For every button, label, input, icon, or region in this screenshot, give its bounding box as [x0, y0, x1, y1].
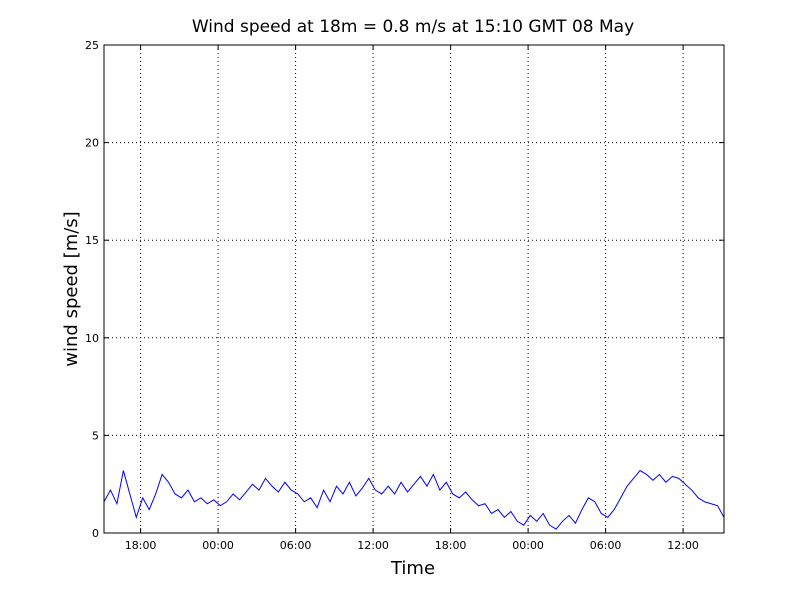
series-layer: [103, 469, 725, 530]
x-tick-label: 00:00: [202, 539, 234, 552]
y-tick-label: 5: [92, 429, 99, 442]
y-tick-label: 10: [85, 332, 99, 345]
y-axis-label: wind speed [m/s]: [61, 211, 82, 366]
x-tick-label: 18:00: [435, 539, 467, 552]
x-tick-label: 12:00: [667, 539, 699, 552]
chart-title: Wind speed at 18m = 0.8 m/s at 15:10 GMT…: [192, 17, 634, 37]
x-tick-label: 12:00: [357, 539, 389, 552]
x-axis-label: Time: [390, 558, 435, 579]
x-axis: 18:00 00:00 06:00 12:00 18:00 00:00 06:00 12:00: [125, 45, 699, 552]
y-axis: 0 5 10 15 20 25: [85, 39, 724, 540]
y-tick-label: 15: [85, 234, 99, 247]
x-tick-label: 18:00: [125, 539, 157, 552]
grid: [104, 45, 724, 533]
y-tick-label: 20: [85, 137, 99, 150]
x-tick-label: 00:00: [512, 539, 544, 552]
x-tick-label: 06:00: [280, 539, 312, 552]
y-tick-label: 25: [85, 39, 99, 52]
y-tick-label: 0: [92, 527, 99, 540]
plot-frame: [103, 44, 725, 534]
x-tick-label: 06:00: [590, 539, 622, 552]
wind-speed-series-line: [103, 469, 725, 530]
